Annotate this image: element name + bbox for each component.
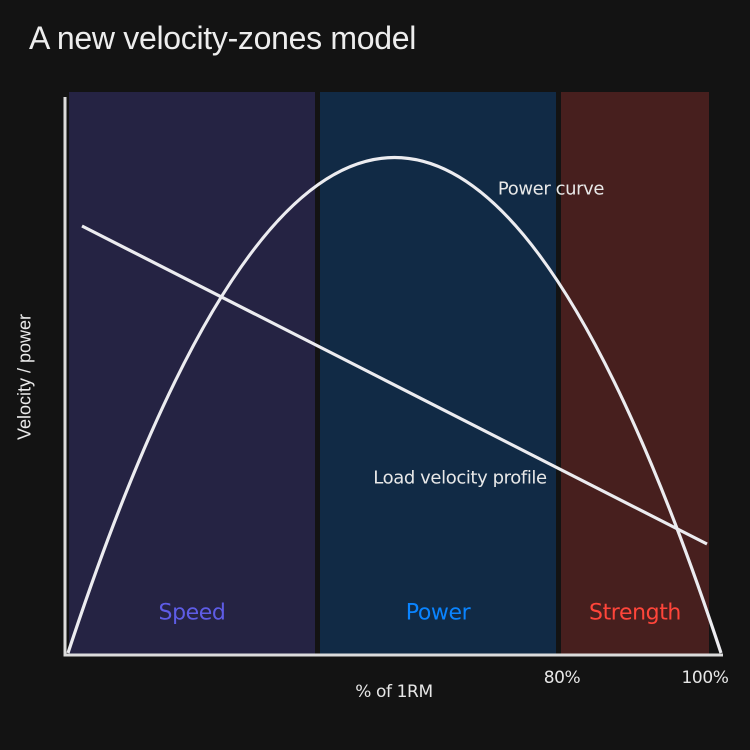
x-tick-100: 100% <box>681 668 729 688</box>
zone-power-label: Power <box>405 600 471 626</box>
zone-strength-label: Strength <box>589 600 681 626</box>
zone-strength-band <box>561 92 709 654</box>
load-velocity-profile-line <box>81 224 708 546</box>
zone-power-band <box>320 92 556 654</box>
zone-speed-band <box>69 92 315 654</box>
y-axis-label: Velocity / power <box>14 313 35 441</box>
load-velocity-profile-label: Load velocity profile <box>373 467 547 489</box>
zone-speed-label: Speed <box>158 600 226 626</box>
x-axis-label: % of 1RM <box>355 682 433 702</box>
x-tick-80: 80% <box>543 668 581 688</box>
chart-title: A new velocity-zones model <box>29 20 417 56</box>
power-curve-label: Power curve <box>497 178 605 200</box>
power-curve-line <box>66 156 723 654</box>
